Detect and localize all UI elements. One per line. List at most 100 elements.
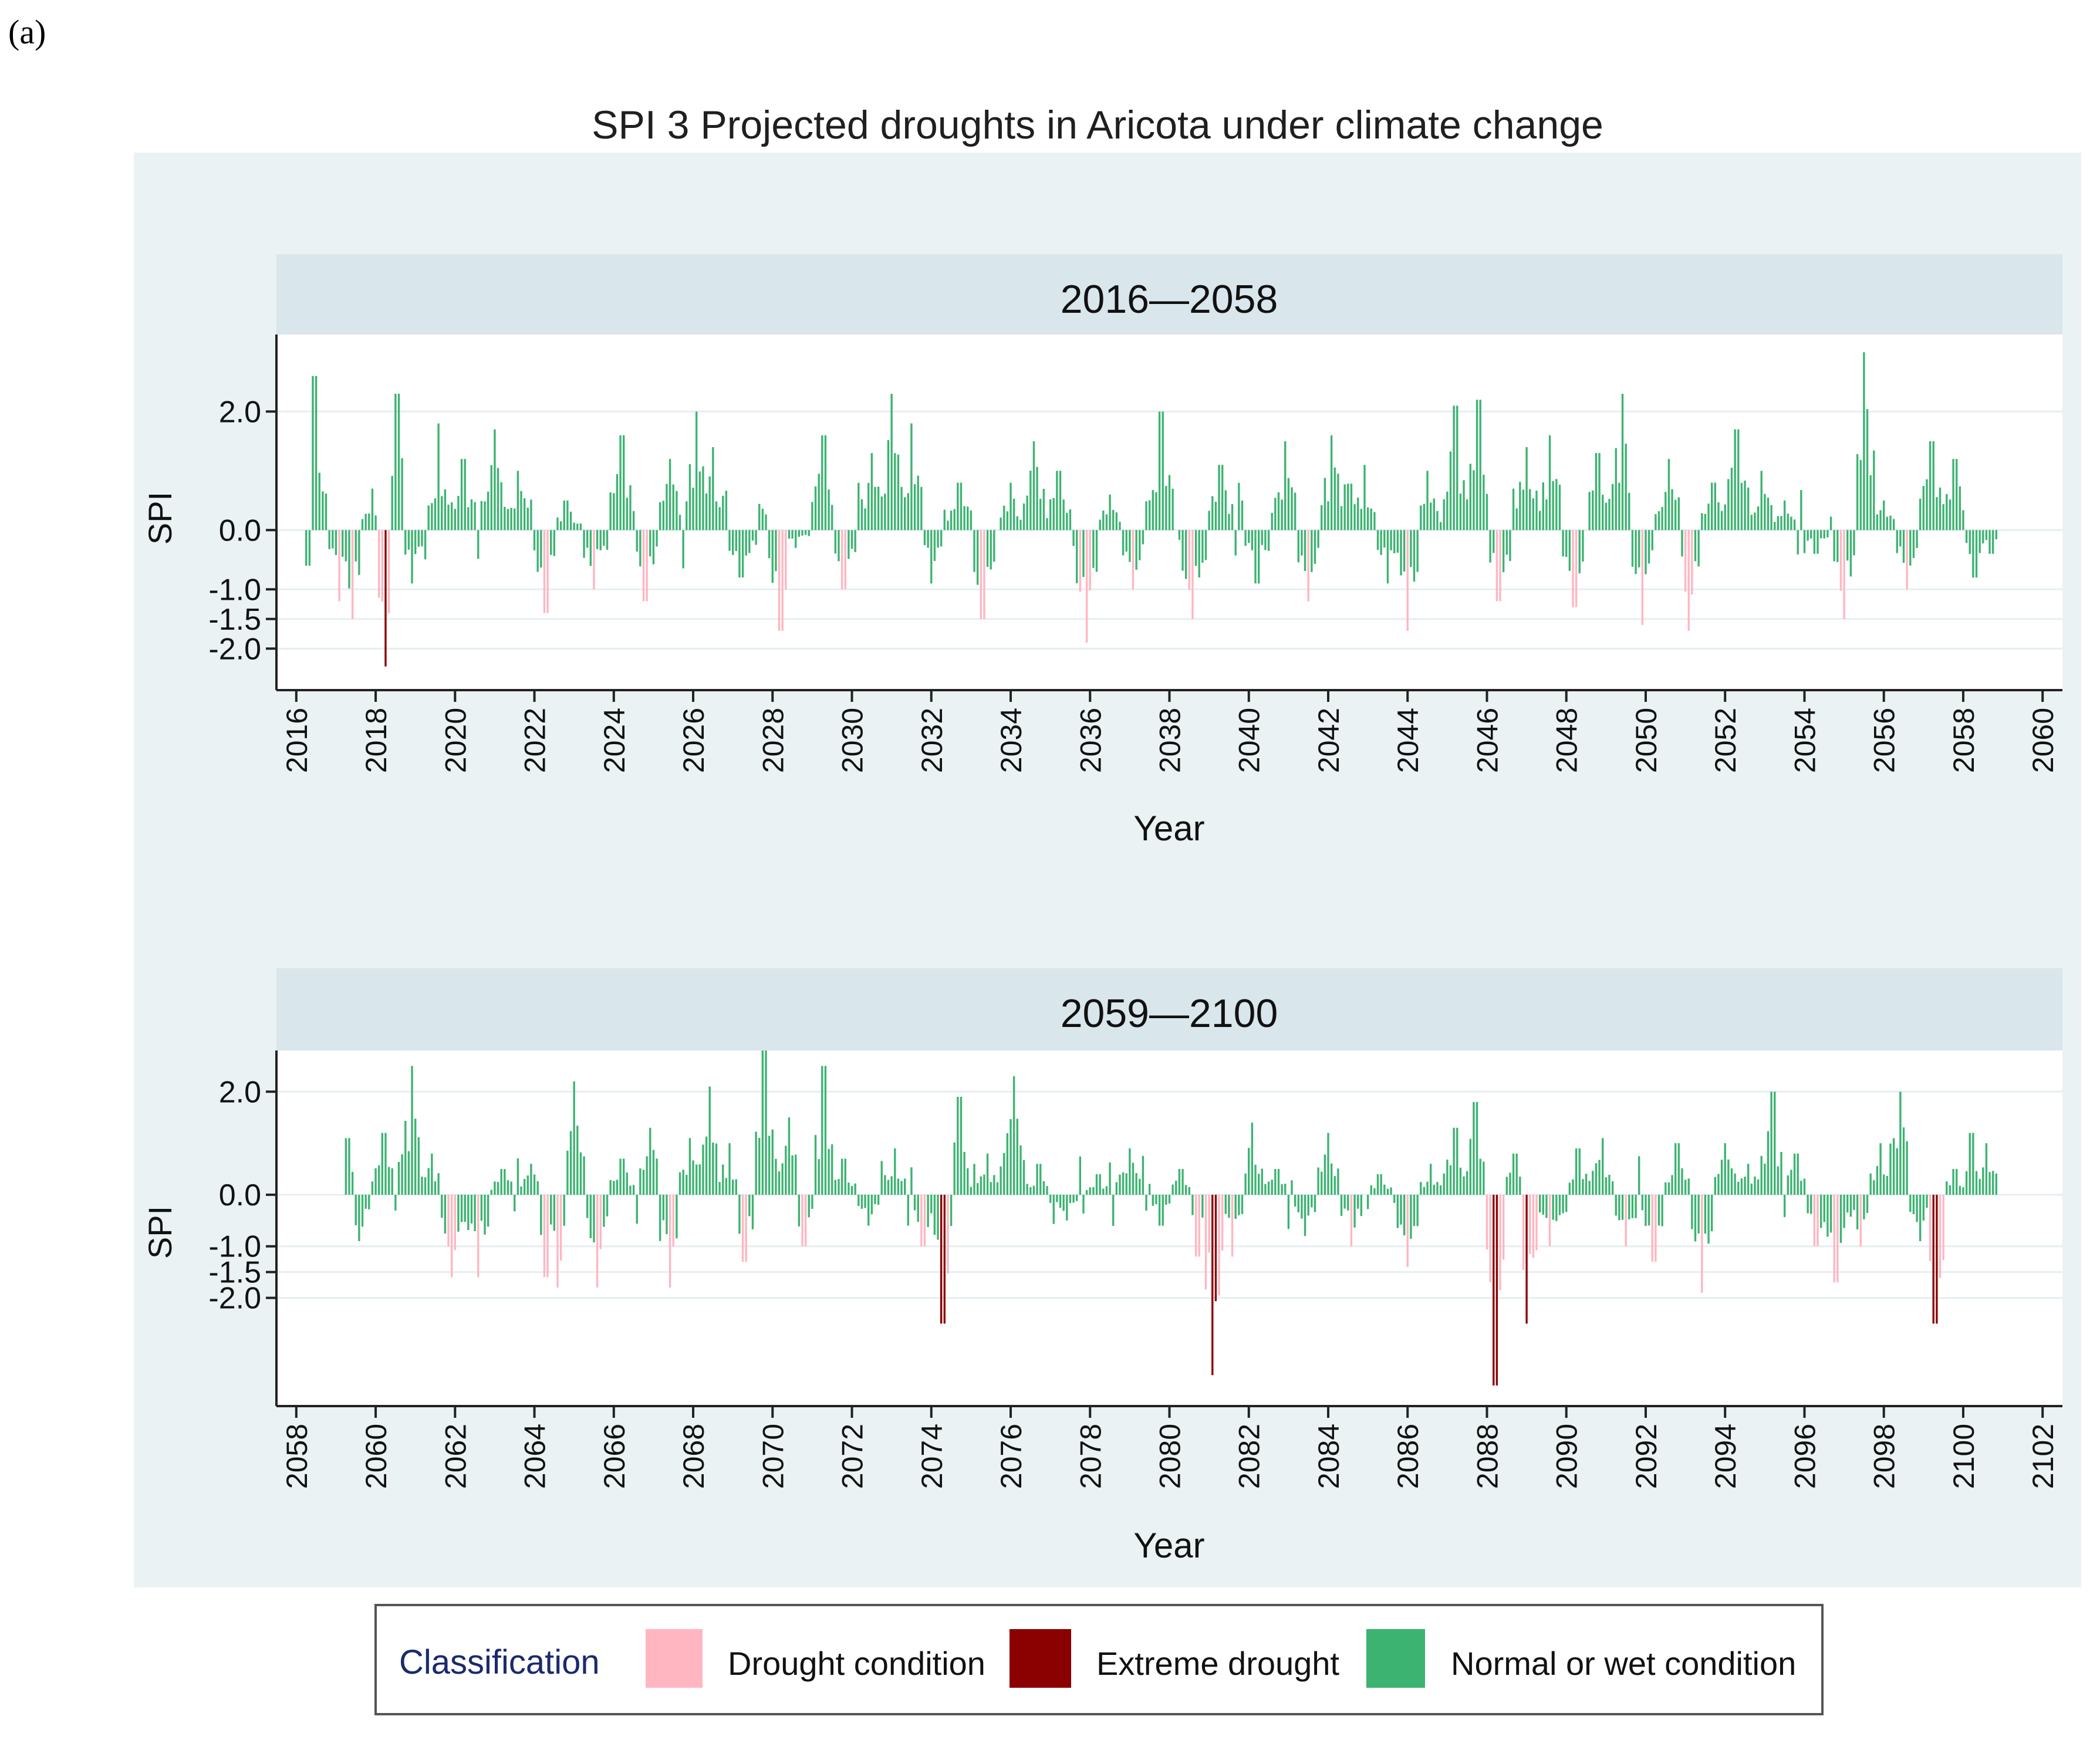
spi-bar <box>391 475 393 531</box>
spi-bar <box>1459 494 1462 531</box>
spi-bar <box>1552 1194 1554 1220</box>
spi-bar <box>1982 530 1984 543</box>
spi-bar <box>834 1180 837 1195</box>
spi-bar <box>735 530 737 552</box>
x-tick-label: 2100 <box>1947 1424 1980 1489</box>
spi-bar <box>1330 435 1333 531</box>
spi-bar <box>1889 1143 1892 1195</box>
spi-bar <box>484 501 486 531</box>
spi-bar <box>1552 481 1554 531</box>
y-tick-label: -1.0 <box>208 573 261 607</box>
spi-bar <box>854 530 856 552</box>
spi-bar <box>1770 505 1772 531</box>
spi-bar <box>986 530 989 567</box>
spi-bar <box>1542 1194 1544 1215</box>
spi-bar <box>907 493 910 531</box>
spi-bar <box>788 1117 791 1195</box>
spi-bar <box>1807 530 1809 541</box>
spi-bar <box>351 1171 354 1195</box>
spi-bar <box>1473 1102 1475 1195</box>
spi-bar <box>907 1194 910 1226</box>
spi-bar <box>1767 1131 1770 1195</box>
spi-bar <box>354 1194 357 1225</box>
spi-bar <box>414 530 417 555</box>
spi-bar <box>874 486 876 531</box>
spi-bar <box>1092 530 1095 568</box>
spi-bar <box>1311 530 1313 572</box>
spi-bar <box>1764 494 1766 531</box>
spi-bar <box>702 466 704 531</box>
spi-bar <box>804 530 807 535</box>
spi-bar <box>364 1194 367 1209</box>
spi-bar <box>1198 1194 1200 1257</box>
spi-bar <box>1287 1194 1290 1229</box>
spi-bar <box>1181 1169 1184 1195</box>
spi-bar <box>1066 512 1068 531</box>
spi-bar <box>1701 1194 1703 1293</box>
spi-bar <box>1515 1153 1518 1195</box>
spi-bar <box>1538 511 1541 531</box>
spi-bar <box>520 491 522 531</box>
spi-bar <box>1783 1194 1786 1217</box>
spi-bar <box>464 459 466 531</box>
spi-bar <box>1330 1163 1333 1195</box>
spi-bar <box>530 1164 532 1195</box>
spi-bar <box>652 530 655 565</box>
spi-bar <box>917 475 919 531</box>
y-tick-label: -1.0 <box>208 1230 261 1264</box>
spi-bar <box>1674 1143 1677 1195</box>
spi-bar <box>1810 530 1812 539</box>
spi-bar <box>1869 1173 1872 1195</box>
spi-bar <box>1707 1194 1710 1244</box>
spi-bar <box>1479 1158 1481 1195</box>
spi-bar <box>1869 475 1872 531</box>
spi-bar <box>1287 478 1290 531</box>
spi-bar <box>516 1158 519 1195</box>
spi-bar <box>1876 514 1879 531</box>
spi-bar <box>1105 514 1108 531</box>
spi-bar <box>1691 530 1693 595</box>
spi-bar <box>1638 1156 1640 1195</box>
x-tick-label: 2030 <box>836 708 869 773</box>
spi-bar <box>1608 1174 1611 1195</box>
spi-bar <box>967 1168 969 1195</box>
y-tick-label: 0.0 <box>219 513 261 548</box>
spi-bar <box>761 1050 764 1195</box>
spi-bar <box>897 1178 900 1195</box>
spi-bar <box>1730 468 1733 531</box>
spi-bar <box>1376 530 1379 550</box>
spi-bar <box>761 508 764 531</box>
spi-bar <box>1694 530 1697 562</box>
spi-bar <box>1836 530 1839 562</box>
spi-bar <box>1049 1194 1052 1203</box>
spi-bar <box>441 496 443 531</box>
spi-bar <box>1819 530 1822 539</box>
spi-bar <box>1036 1164 1038 1195</box>
spi-bar <box>996 1182 999 1195</box>
spi-bar <box>1515 508 1518 531</box>
spi-bar <box>593 530 595 590</box>
spi-bar <box>923 1194 926 1246</box>
spi-bar <box>676 491 678 531</box>
spi-bar <box>913 1194 916 1211</box>
x-tick-label: 2056 <box>1868 708 1901 773</box>
spi-bar <box>884 494 886 531</box>
spi-bar <box>1390 530 1392 550</box>
spi-bar <box>1386 1188 1389 1195</box>
spi-bar <box>728 1143 731 1195</box>
spi-bar <box>1129 1148 1131 1195</box>
spi-bar <box>1390 1187 1392 1195</box>
spi-bar <box>576 1126 579 1195</box>
spi-bar <box>821 1066 823 1195</box>
spi-bar <box>1171 1184 1174 1195</box>
spi-bar <box>1393 530 1396 553</box>
spi-bar <box>903 497 906 531</box>
spi-bar <box>1671 489 1673 531</box>
spi-bar <box>824 435 827 531</box>
spi-bar <box>900 1181 903 1195</box>
spi-bar <box>678 1172 681 1195</box>
spi-bar <box>368 513 370 531</box>
spi-bar <box>1879 510 1882 531</box>
spi-bar <box>1429 502 1432 531</box>
spi-bar <box>1525 447 1528 531</box>
